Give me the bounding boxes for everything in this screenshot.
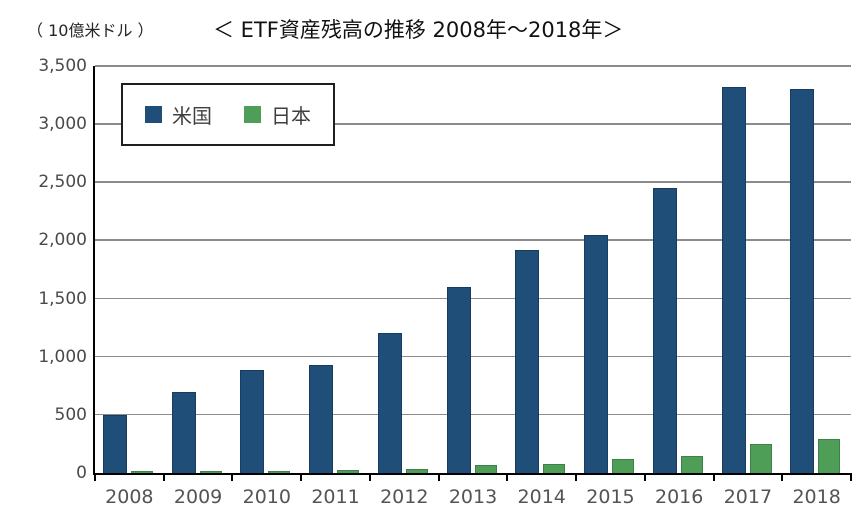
gridline-2000 [95,239,851,241]
bar-japan-2018 [818,439,841,473]
bar-us-2013 [446,287,471,473]
gridline-1500 [95,297,851,300]
gridline-500 [95,413,851,416]
bar-japan-2017 [749,444,772,473]
x-axis-tick [368,475,371,481]
japan-series-swatch [244,106,261,123]
y-axis-tick-label: 0 [76,463,87,483]
x-axis-tick [850,475,852,481]
y-axis-tick-label: 3,500 [38,56,87,76]
y-axis-tick-label: 1,500 [38,288,87,309]
bar-us-2011 [309,365,334,473]
x-axis-tick-label: 2013 [448,486,498,508]
x-axis-tick [94,475,96,481]
x-axis-tick-label: 2014 [517,486,566,508]
bar-us-2015 [584,235,609,473]
gridline-3500 [95,65,851,67]
y-axis-line [93,66,95,475]
x-axis-tick [506,475,509,481]
x-axis-tick-label: 2015 [586,486,635,508]
bar-japan-2011 [337,470,360,473]
x-axis-tick [643,475,646,481]
us-series-label: 米国 [172,104,212,128]
x-axis-tick-label: 2018 [792,486,841,508]
y-axis-unit-label: （ 10億米ドル ） [27,21,154,40]
bar-us-2012 [377,333,402,473]
bar-japan-2008 [131,471,153,473]
x-axis-line [93,473,852,475]
x-axis-tick [300,475,303,481]
gridline-1000 [95,355,851,358]
bar-us-2010 [240,370,265,473]
legend-entry-japan: 日本 [244,100,311,129]
x-axis-tick-label: 2010 [242,486,291,508]
gridline-3000 [95,123,851,125]
bar-japan-2010 [268,471,291,473]
x-axis-tick-label: 2008 [105,486,154,508]
bar-us-2016 [652,188,677,473]
bar-us-2017 [721,87,746,473]
bar-us-2008 [103,415,127,473]
x-axis-tick [575,475,578,481]
x-axis-tick-label: 2011 [311,486,360,508]
gridline-2500 [95,181,851,183]
bar-us-2009 [171,392,196,473]
x-axis-tick [437,475,440,481]
bar-japan-2012 [405,469,428,473]
bar-us-2018 [790,89,815,473]
legend: 米国 日本 [121,83,335,146]
y-axis-tick-label: 2,000 [38,230,87,251]
bar-japan-2015 [612,459,635,473]
bar-japan-2013 [474,465,497,473]
x-axis-tick [712,475,715,481]
x-axis-tick [781,475,784,481]
x-axis-tick-label: 2009 [173,486,223,508]
x-axis-tick-label: 2016 [654,486,704,508]
us-series-swatch [145,106,162,123]
x-axis-tick-label: 2017 [723,486,773,508]
bar-japan-2016 [680,456,703,473]
bar-japan-2009 [199,471,222,473]
bar-us-2014 [515,250,540,473]
x-axis-tick-label: 2012 [380,486,429,508]
y-axis-tick-label: 1,000 [38,346,87,367]
y-axis-tick-label: 3,000 [38,114,87,135]
y-axis-tick-label: 2,500 [38,172,87,193]
japan-series-label: 日本 [271,104,311,128]
x-axis-tick [231,475,234,481]
legend-entry-us: 米国 [145,100,212,129]
x-axis-tick [162,475,165,481]
chart-title: ＜ ETF資産残高の推移 2008年～2018年＞ [213,18,624,42]
y-axis-tick-label: 500 [54,404,87,425]
bar-japan-2014 [543,464,566,473]
